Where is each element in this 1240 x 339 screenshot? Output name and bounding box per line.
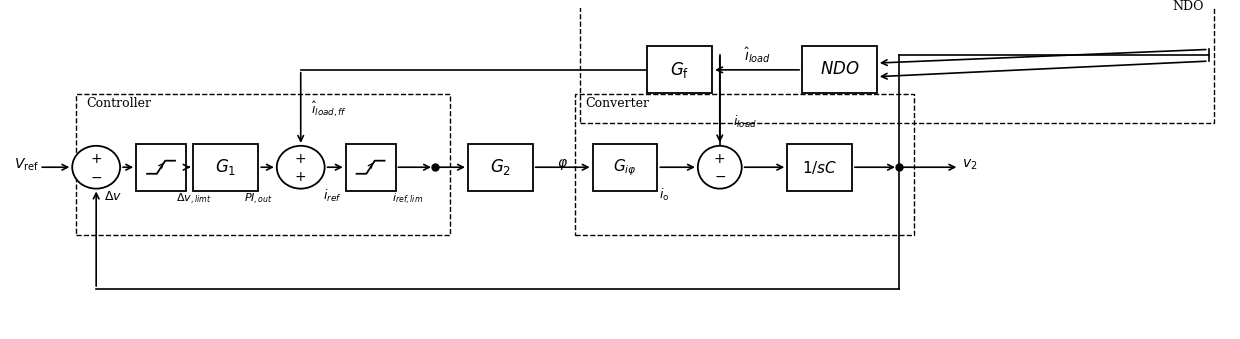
- FancyBboxPatch shape: [802, 46, 877, 93]
- Text: $G_{i\varphi}$: $G_{i\varphi}$: [613, 157, 637, 178]
- Text: $\hat{\imath}_{load}$: $\hat{\imath}_{load}$: [744, 45, 770, 65]
- Circle shape: [698, 146, 742, 188]
- Text: $G_2$: $G_2$: [490, 157, 511, 177]
- FancyBboxPatch shape: [193, 144, 258, 191]
- FancyBboxPatch shape: [346, 144, 396, 191]
- Text: $1/sC$: $1/sC$: [802, 159, 837, 176]
- Text: Converter: Converter: [585, 97, 649, 110]
- Text: +: +: [91, 152, 102, 166]
- Text: $G_1$: $G_1$: [216, 157, 237, 177]
- Text: $i_{load}$: $i_{load}$: [733, 114, 756, 129]
- FancyBboxPatch shape: [467, 144, 533, 191]
- Text: $v_2$: $v_2$: [961, 158, 977, 173]
- FancyBboxPatch shape: [593, 144, 657, 191]
- Text: $G_{\mathrm{f}}$: $G_{\mathrm{f}}$: [671, 60, 689, 80]
- Text: $-$: $-$: [714, 169, 725, 183]
- Ellipse shape: [277, 146, 325, 188]
- Text: $\Delta v$: $\Delta v$: [104, 190, 122, 203]
- Text: NDO: NDO: [1172, 0, 1204, 13]
- Text: $i_{ref,lim}$: $i_{ref,lim}$: [392, 192, 424, 207]
- Text: +: +: [714, 152, 725, 166]
- FancyBboxPatch shape: [787, 144, 852, 191]
- Text: +: +: [295, 152, 306, 166]
- Text: $PI_{,out}$: $PI_{,out}$: [244, 192, 273, 207]
- Ellipse shape: [72, 146, 120, 188]
- Text: Controller: Controller: [87, 97, 151, 110]
- FancyBboxPatch shape: [647, 46, 712, 93]
- Text: +: +: [295, 170, 306, 184]
- Text: $i_{\mathrm{o}}$: $i_{\mathrm{o}}$: [660, 186, 670, 202]
- Text: $NDO$: $NDO$: [820, 61, 859, 78]
- Text: $\hat{\imath}_{load,ff}$: $\hat{\imath}_{load,ff}$: [310, 99, 347, 119]
- Text: $\varphi$: $\varphi$: [557, 157, 568, 172]
- Text: $\Delta v_{,limt}$: $\Delta v_{,limt}$: [176, 192, 211, 207]
- Text: $-$: $-$: [91, 170, 102, 184]
- FancyBboxPatch shape: [136, 144, 186, 191]
- Text: $V_{\mathrm{ref}}$: $V_{\mathrm{ref}}$: [14, 157, 38, 174]
- Text: $i_{ref}$: $i_{ref}$: [324, 188, 342, 204]
